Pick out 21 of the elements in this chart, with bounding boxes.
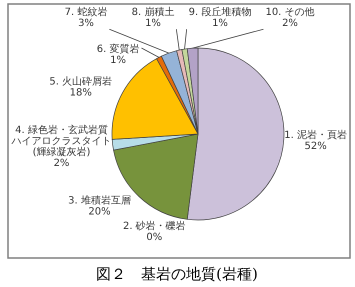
data-label: 2% [54,158,70,170]
data-label: 1% [145,18,161,29]
slice-label: 1. 泥岩・頁岩 [284,128,347,141]
data-label: 20% [88,206,111,218]
slice-label: 6. 変質岩 [96,43,140,55]
slice-label: 4. 緑色岩・玄武岩質ハイアロクラスタイト(輝緑凝灰岩) [10,124,112,158]
data-label: 1% [212,18,228,29]
slice-label: 5. 火山砕屑岩 [49,76,112,88]
data-label: 52% [304,140,327,152]
category-label: 2. 砂岩・礫岩 [122,221,186,232]
data-label: 18% [70,88,92,99]
text: 図２ 基岩の地質(岩種) [96,265,258,283]
data-label: 1% [110,55,126,66]
text: 0% [146,232,162,244]
slice-label: 3. 堆積岩互層 [68,194,131,206]
slice-label: 10. その他 [265,6,315,18]
slice-label: 7. 蛇紋岩 [64,6,108,18]
data-label: 2% [282,18,298,29]
slice-label: 8. 崩積土 [132,6,174,18]
slice-label: 9. 段丘堆積物 [188,6,252,18]
data-label: 3% [78,18,94,29]
